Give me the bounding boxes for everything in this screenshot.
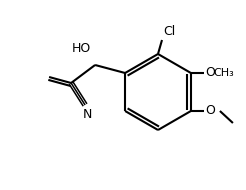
Text: O: O	[205, 105, 215, 117]
Text: HO: HO	[72, 42, 91, 55]
Text: O: O	[205, 66, 215, 79]
Text: N: N	[82, 108, 92, 121]
Text: CH₃: CH₃	[213, 68, 234, 78]
Text: Cl: Cl	[163, 25, 175, 38]
